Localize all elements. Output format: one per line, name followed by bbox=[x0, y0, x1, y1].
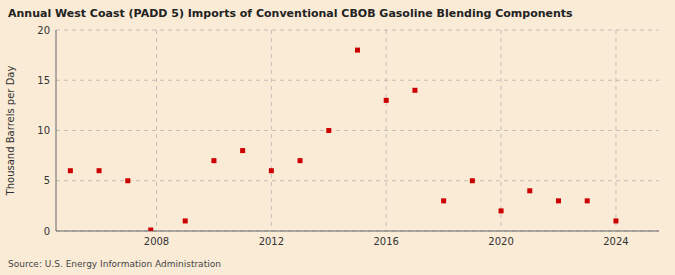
point bbox=[412, 88, 417, 93]
title: Annual West Coast (PADD 5) Imports of Co… bbox=[8, 7, 573, 20]
point bbox=[441, 198, 446, 203]
point bbox=[355, 48, 360, 53]
grid-line-y bbox=[56, 80, 659, 81]
grid-line-x bbox=[501, 30, 502, 231]
x-tick-label: 2008 bbox=[144, 236, 169, 247]
grid-line-y bbox=[56, 231, 659, 232]
chart: Annual West Coast (PADD 5) Imports of Co… bbox=[0, 0, 675, 275]
grid bbox=[56, 30, 659, 231]
point bbox=[125, 178, 130, 183]
point bbox=[384, 98, 389, 103]
y-tick-label: 15 bbox=[37, 75, 50, 86]
point bbox=[613, 218, 618, 223]
point bbox=[470, 178, 475, 183]
points bbox=[68, 48, 619, 231]
x-tick-label: 2016 bbox=[373, 236, 398, 247]
point bbox=[585, 198, 590, 203]
chart-container: Annual West Coast (PADD 5) Imports of Co… bbox=[0, 0, 675, 275]
point bbox=[527, 188, 532, 193]
grid-line-x bbox=[271, 30, 272, 231]
grid-line-x bbox=[156, 30, 157, 231]
x-tick-label: 2024 bbox=[603, 236, 628, 247]
grid-line-x bbox=[386, 30, 387, 231]
source-note: Source: U.S. Energy Information Administ… bbox=[8, 259, 221, 269]
y-tick-label: 5 bbox=[44, 175, 50, 186]
point bbox=[240, 148, 245, 153]
point bbox=[499, 208, 504, 213]
grid-line-y bbox=[56, 30, 659, 31]
y-tick-label: 20 bbox=[37, 25, 50, 36]
y-tick-label: 10 bbox=[37, 125, 50, 136]
point bbox=[211, 158, 216, 163]
x-tick-label: 2012 bbox=[259, 236, 284, 247]
point bbox=[298, 158, 303, 163]
point bbox=[97, 168, 102, 173]
x-axis-line bbox=[56, 231, 659, 232]
grid-line-y bbox=[56, 180, 659, 181]
y-axis-label: Thousand Barrels per Day bbox=[5, 66, 16, 197]
y-axis-line bbox=[56, 30, 57, 231]
point bbox=[148, 227, 153, 231]
point bbox=[326, 128, 331, 133]
grid-line-x bbox=[615, 30, 616, 231]
point bbox=[183, 218, 188, 223]
point bbox=[556, 198, 561, 203]
grid-line-y bbox=[56, 130, 659, 131]
point bbox=[68, 168, 73, 173]
y-tick-label: 0 bbox=[44, 226, 50, 237]
x-tick-label: 2020 bbox=[488, 236, 513, 247]
point bbox=[269, 168, 274, 173]
